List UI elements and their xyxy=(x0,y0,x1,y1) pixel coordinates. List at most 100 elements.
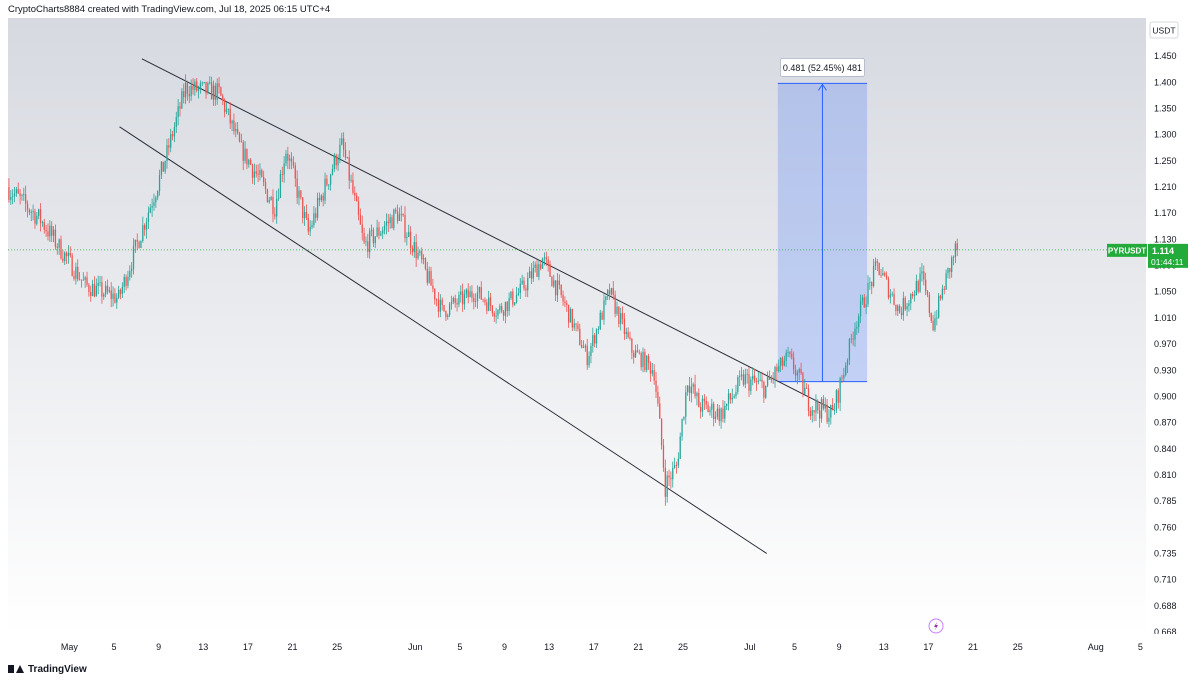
candle xyxy=(858,313,860,333)
candle-body xyxy=(789,352,791,354)
candle-body xyxy=(305,212,308,219)
candle xyxy=(495,307,497,324)
candle-body xyxy=(594,335,596,344)
candle-body xyxy=(705,400,707,405)
candle-body xyxy=(502,311,505,316)
candle xyxy=(839,376,841,412)
candle-body xyxy=(718,408,720,422)
candle xyxy=(859,294,862,324)
candle xyxy=(714,411,717,423)
candle-body xyxy=(947,268,949,274)
candle-body xyxy=(696,393,698,397)
channel-upper-line[interactable] xyxy=(141,58,834,410)
candle-body xyxy=(205,81,207,93)
candle-body xyxy=(406,236,408,239)
candle xyxy=(701,395,704,417)
candle-body xyxy=(285,153,287,164)
candle xyxy=(553,274,555,288)
candle-body xyxy=(774,367,776,380)
candle xyxy=(700,402,702,419)
candle-body xyxy=(638,352,640,354)
candle-body xyxy=(519,283,521,294)
candle xyxy=(305,204,308,220)
candle-body xyxy=(850,338,852,340)
candle xyxy=(391,214,393,229)
candle-body xyxy=(871,282,873,287)
candle xyxy=(772,372,774,384)
candle-body xyxy=(75,266,77,279)
candle-body xyxy=(382,230,384,234)
candle xyxy=(441,297,443,311)
candle-body xyxy=(921,271,923,274)
candle-body xyxy=(411,247,414,253)
y-tick-label: 0.930 xyxy=(1154,365,1177,375)
lightning-bolt xyxy=(934,622,939,630)
candle-body xyxy=(67,252,70,257)
candle xyxy=(521,274,523,285)
candle xyxy=(532,260,534,282)
candle-body xyxy=(439,299,441,312)
candle xyxy=(218,77,220,94)
x-tick-label: 25 xyxy=(332,642,342,652)
chart-area[interactable]: 0.481 (52.45%) 481 1.5001.4501.4001.3501… xyxy=(0,18,1200,660)
candle-body xyxy=(367,241,369,253)
candle-body xyxy=(580,344,583,348)
currency-box[interactable] xyxy=(1149,21,1179,39)
candle xyxy=(534,261,536,273)
candle xyxy=(287,146,289,170)
candle xyxy=(461,283,464,312)
candle xyxy=(904,296,906,312)
candle-body xyxy=(316,197,319,218)
candle xyxy=(28,208,31,216)
candle-body xyxy=(339,144,341,159)
candle xyxy=(807,384,810,417)
candle-body xyxy=(497,310,499,316)
y-tick-label: 0.970 xyxy=(1154,339,1177,349)
candle-body xyxy=(469,291,471,298)
candle xyxy=(897,304,899,317)
candle xyxy=(830,404,832,425)
candle-body xyxy=(47,231,49,237)
candle-body xyxy=(766,376,769,386)
candle xyxy=(324,172,326,205)
price-chart[interactable]: 0.481 (52.45%) 481 1.5001.4501.4001.3501… xyxy=(0,18,1200,660)
candle-body xyxy=(843,374,845,379)
candle-body xyxy=(608,290,611,295)
candle xyxy=(558,274,560,290)
candle-body xyxy=(383,225,386,231)
candle-body xyxy=(86,277,88,285)
candle xyxy=(158,169,161,196)
candle xyxy=(634,344,637,358)
candle-body xyxy=(809,410,812,416)
candle-body xyxy=(437,299,440,312)
candle xyxy=(140,240,142,248)
candle xyxy=(579,323,581,346)
candle-body xyxy=(456,302,458,305)
candle-body xyxy=(261,170,263,178)
candle xyxy=(954,240,957,264)
candle-body xyxy=(839,377,841,403)
channel-lower-line[interactable] xyxy=(119,126,767,554)
candle-body xyxy=(592,335,594,346)
candle xyxy=(540,259,542,271)
candle xyxy=(560,284,562,298)
candle xyxy=(917,279,919,294)
x-tick-label: 25 xyxy=(1013,642,1023,652)
candle-body xyxy=(902,297,904,316)
candle-body xyxy=(274,214,276,217)
tradingview-logo[interactable]: TradingView xyxy=(8,663,87,675)
candle xyxy=(10,190,12,205)
measure-arrow-head xyxy=(818,83,827,91)
candle-body xyxy=(869,282,871,284)
candle xyxy=(220,86,222,97)
candle xyxy=(396,204,399,224)
candle xyxy=(872,258,875,288)
price-axis[interactable] xyxy=(1146,18,1200,660)
time-axis[interactable] xyxy=(0,634,1200,660)
candle xyxy=(900,306,903,320)
candle xyxy=(614,290,616,318)
candle-body xyxy=(391,217,393,229)
candle xyxy=(813,410,815,422)
candle-body xyxy=(605,296,607,301)
candle xyxy=(716,403,719,420)
